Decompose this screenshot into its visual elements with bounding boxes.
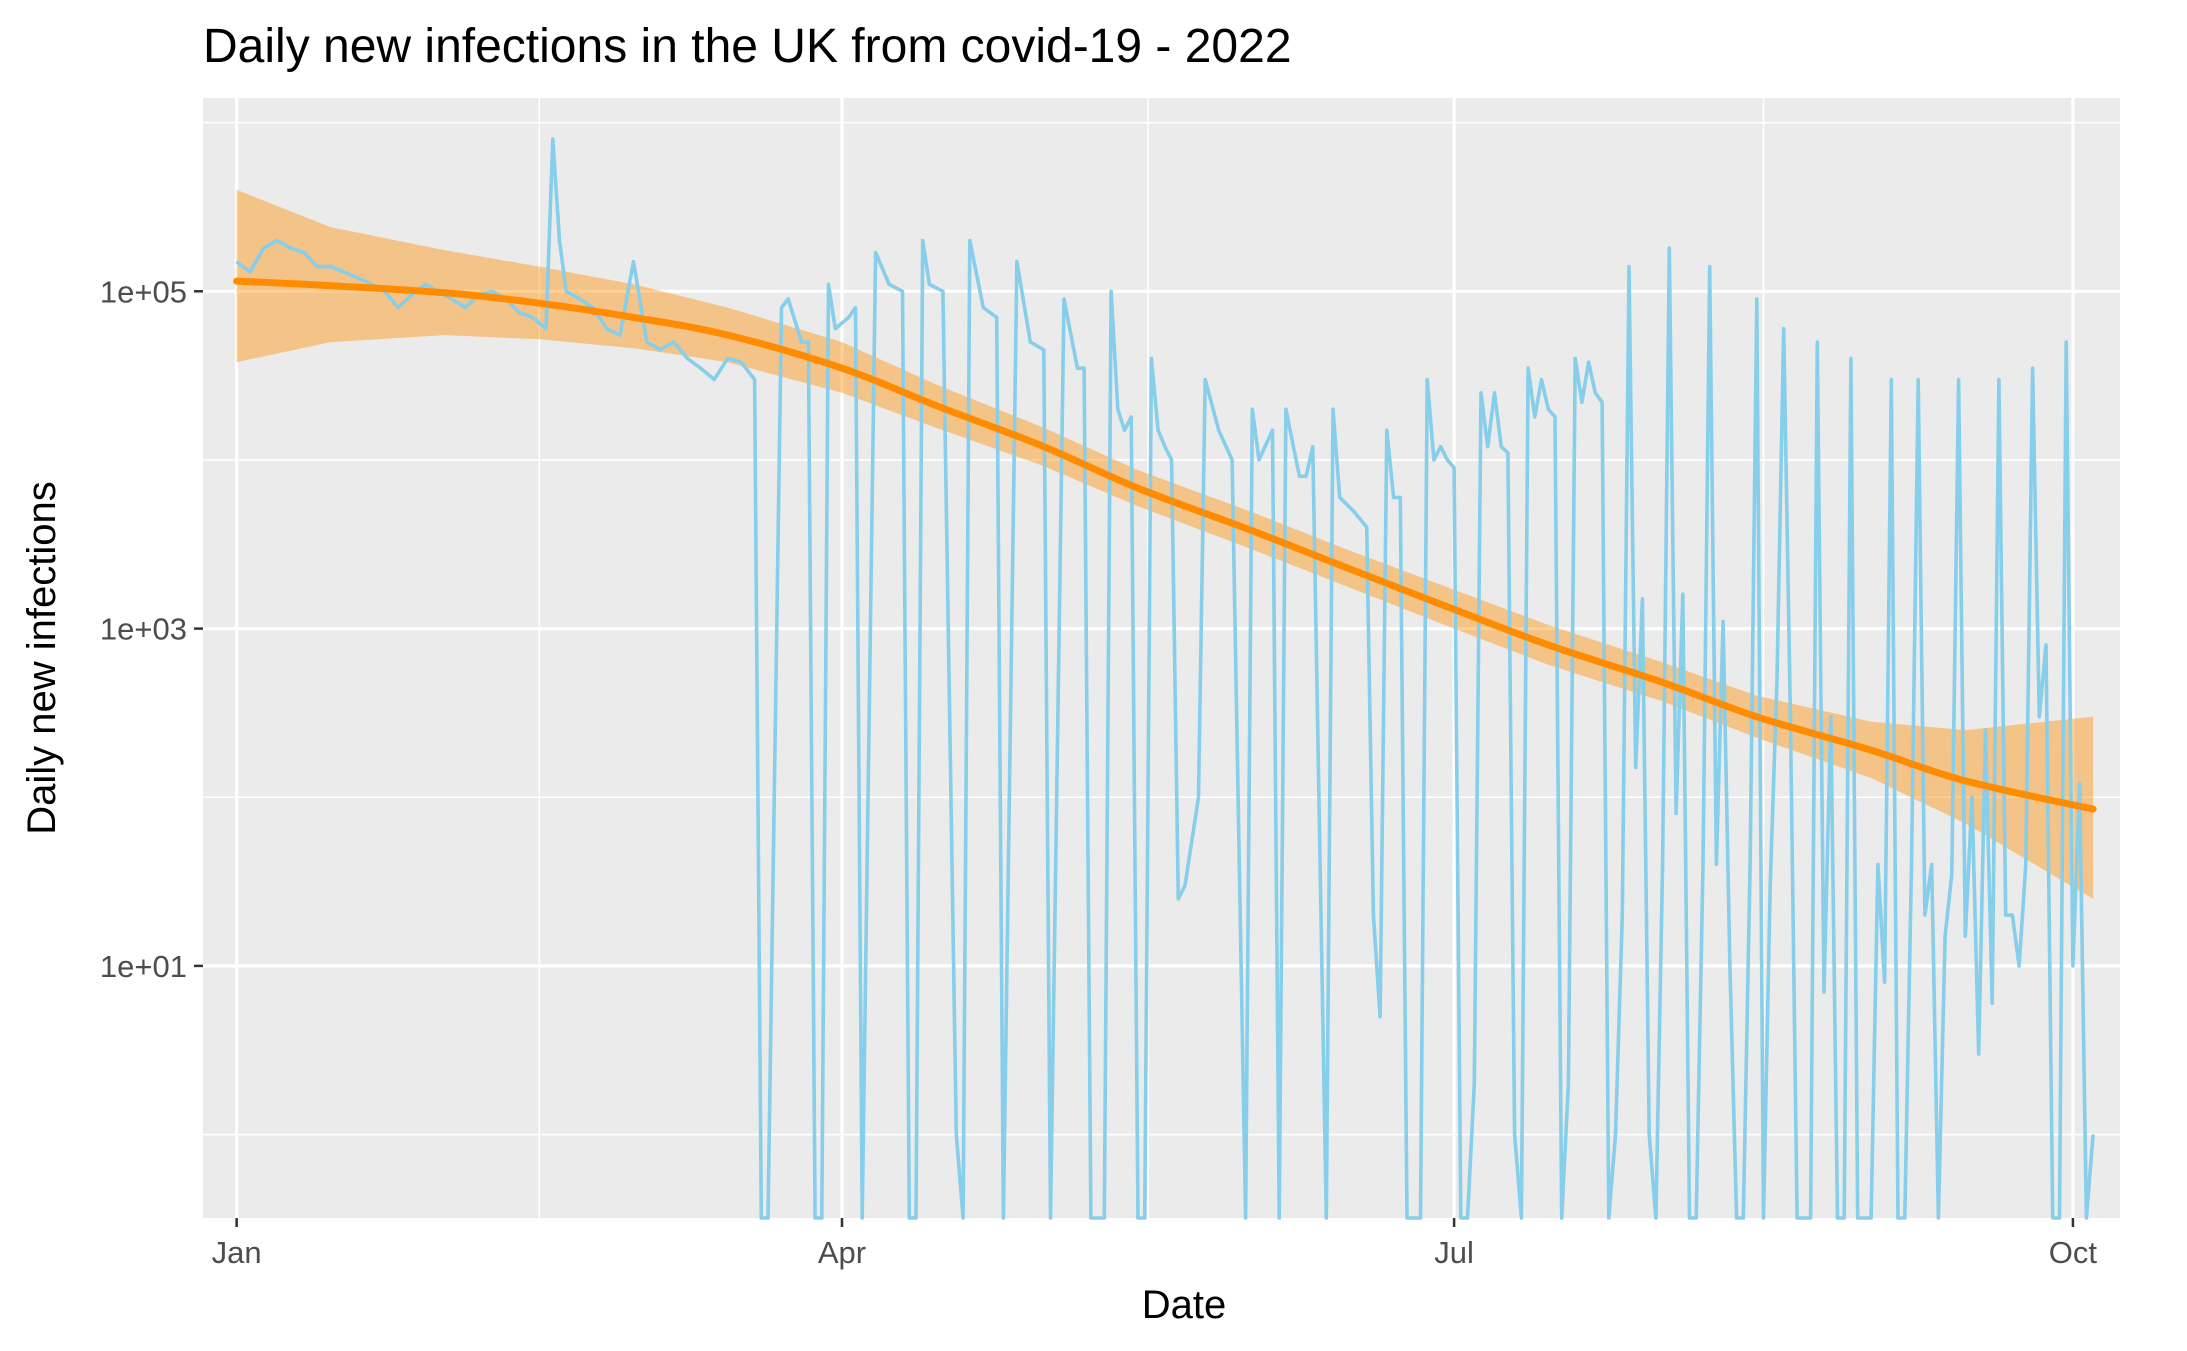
y-axis: 1e+05 1e+03 1e+01 (100, 274, 203, 984)
x-axis: Jan Apr Jul Oct (212, 1218, 2098, 1270)
daily-infections-path (235, 137, 2095, 1220)
x-tick-label-oct: Oct (2049, 1235, 2098, 1270)
confidence-band (236, 189, 2094, 899)
y-axis-title: Daily new infections (20, 481, 64, 835)
confidence-band-area (236, 189, 2094, 899)
x-axis-title: Date (1142, 1283, 1227, 1327)
chart-title: Daily new infections in the UK from covi… (203, 20, 1292, 73)
trend-path (233, 277, 2097, 813)
plot-panel (203, 98, 2120, 1218)
y-tick-label-1e+05: 1e+05 (100, 274, 187, 309)
y-tick-label-1e+03: 1e+03 (100, 612, 187, 647)
y-tick-label-1e+01: 1e+01 (100, 949, 187, 984)
x-tick-label-apr: Apr (818, 1235, 866, 1270)
x-tick-label-jan: Jan (212, 1235, 262, 1270)
x-tick-label-jul: Jul (1434, 1235, 1474, 1270)
trend-line (233, 277, 2097, 813)
daily-infections-line (235, 137, 2095, 1220)
